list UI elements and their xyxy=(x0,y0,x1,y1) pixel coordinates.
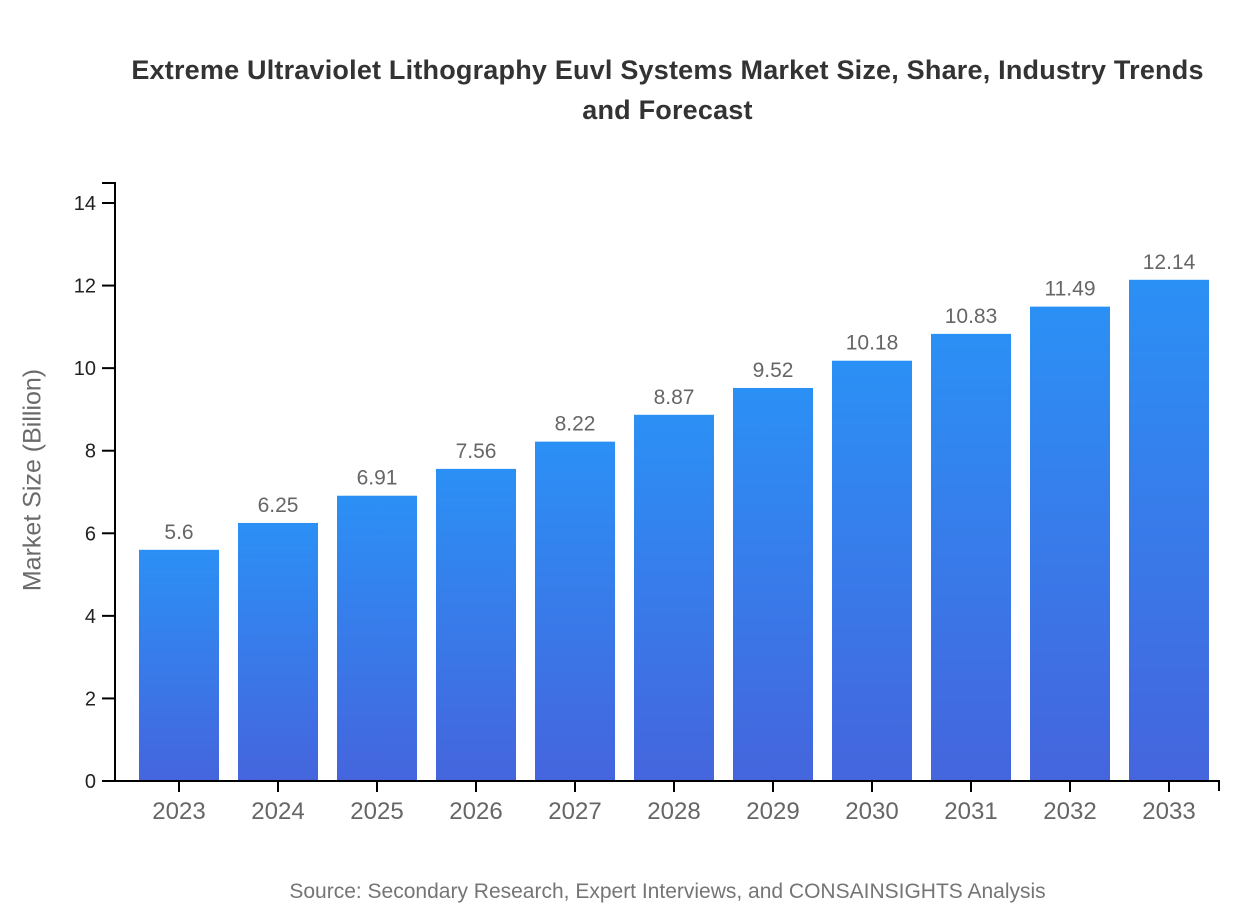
bar xyxy=(1030,306,1110,780)
y-axis-tick-label: 14 xyxy=(74,193,96,215)
x-axis-tick-label: 2032 xyxy=(1043,798,1096,825)
x-axis-tick-label: 2027 xyxy=(548,798,601,825)
y-axis-tick-label: 6 xyxy=(85,523,96,545)
y-axis-tick-label: 8 xyxy=(85,441,96,463)
y-axis-tick-label: 2 xyxy=(85,688,96,710)
x-axis-tick-label: 2025 xyxy=(350,798,403,825)
source-note: Source: Secondary Research, Expert Inter… xyxy=(289,880,1046,903)
x-axis-tick-label: 2023 xyxy=(152,798,205,825)
y-axis-tick-label: 10 xyxy=(74,358,96,380)
bar xyxy=(436,468,516,780)
bar xyxy=(535,441,615,780)
bar-value-label: 12.14 xyxy=(1143,251,1196,274)
bar-value-label: 6.91 xyxy=(357,467,398,490)
bar-value-label: 7.56 xyxy=(456,440,497,463)
bar-value-label: 9.52 xyxy=(753,359,794,382)
bar-value-label: 5.6 xyxy=(164,521,193,544)
bar xyxy=(238,522,318,780)
bar xyxy=(337,495,417,780)
y-axis-tick-label: 0 xyxy=(85,771,96,793)
bar xyxy=(733,387,813,780)
bar-value-label: 8.22 xyxy=(555,413,596,436)
bar xyxy=(139,549,219,780)
x-axis-tick-label: 2030 xyxy=(845,798,898,825)
bar-value-label: 8.87 xyxy=(654,386,695,409)
bar xyxy=(634,414,714,780)
bar xyxy=(832,360,912,780)
x-axis-tick-label: 2033 xyxy=(1142,798,1195,825)
bar xyxy=(1129,279,1209,780)
bar xyxy=(931,333,1011,780)
bar-value-label: 10.18 xyxy=(846,332,899,355)
bar-value-label: 11.49 xyxy=(1045,278,1096,301)
x-axis-tick-label: 2024 xyxy=(251,798,304,825)
y-axis-tick-label: 4 xyxy=(85,606,96,628)
chart-title: Extreme Ultraviolet Lithography Euvl Sys… xyxy=(131,55,1204,125)
x-axis-tick-label: 2028 xyxy=(647,798,700,825)
y-axis-tick-label: 12 xyxy=(74,276,96,298)
x-axis-tick-label: 2031 xyxy=(944,798,997,825)
x-axis-tick-label: 2026 xyxy=(449,798,502,825)
bar-value-label: 6.25 xyxy=(258,494,299,517)
bar-value-label: 10.83 xyxy=(945,305,998,328)
x-axis-tick-label: 2029 xyxy=(746,798,799,825)
